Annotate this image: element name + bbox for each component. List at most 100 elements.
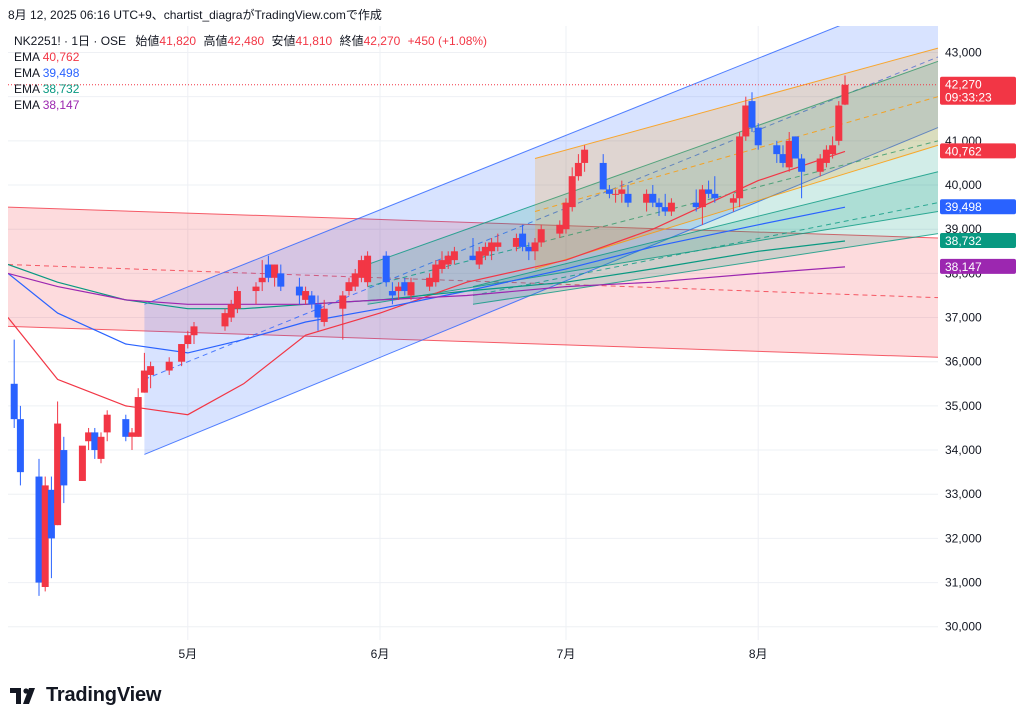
candle-body xyxy=(221,313,229,327)
candle-body xyxy=(562,202,570,230)
candle xyxy=(426,273,434,292)
symbol-row: NK2251! · 1日 · OSE 始値41,820 高値42,480 安値4… xyxy=(14,33,487,49)
ohlc-low-label: 安値 xyxy=(271,34,296,48)
candle-body xyxy=(401,282,409,292)
candle xyxy=(742,96,750,141)
candle-body xyxy=(60,450,68,486)
candle xyxy=(562,198,570,234)
candle xyxy=(556,220,564,239)
candle-body xyxy=(233,291,241,309)
x-tick-label: 5月 xyxy=(178,647,197,661)
candle xyxy=(140,352,148,393)
candle-body xyxy=(624,193,632,203)
last-price-tag-countdown: 09:33:23 xyxy=(945,91,992,105)
candle xyxy=(599,154,607,190)
candle xyxy=(711,176,719,203)
ema-row-1[interactable]: EMA 40,762 xyxy=(14,49,487,65)
candle-body xyxy=(407,282,415,296)
ohlc-open-value: 41,820 xyxy=(159,34,197,48)
ohlc-high-value: 42,480 xyxy=(227,34,265,48)
candle-body xyxy=(574,162,582,177)
y-tick-label: 32,000 xyxy=(945,531,982,545)
candle-body xyxy=(258,277,266,283)
candle xyxy=(227,299,235,322)
candle xyxy=(103,410,111,442)
ema-tag-4-bg xyxy=(940,258,1016,274)
channel-mid-red-descending xyxy=(7,264,939,299)
ema-tag-2-label: 39,498 xyxy=(945,200,982,214)
candle-body xyxy=(773,145,781,155)
candle xyxy=(729,193,737,212)
time-axis[interactable]: 5月 6月 7月 8月 xyxy=(178,647,767,661)
price-change: +450 (+1.08%) xyxy=(407,34,488,48)
channel-mid-blue-ascending xyxy=(144,56,939,380)
candle xyxy=(748,92,756,133)
candle-body xyxy=(494,242,502,247)
candle-body xyxy=(736,136,744,199)
candle-body xyxy=(798,158,806,172)
channel-mid-teal-flat xyxy=(472,202,939,296)
candle xyxy=(147,361,155,389)
candle xyxy=(134,388,142,437)
candle-body xyxy=(41,485,49,587)
ema-tag-3-bg xyxy=(940,233,1016,249)
candle xyxy=(221,308,229,331)
candle-body xyxy=(103,414,111,433)
candle-body xyxy=(612,193,620,195)
price-axis[interactable]: 30,000 31,000 32,000 33,000 34,000 35,000 36,0… xyxy=(945,46,982,634)
channel-fill-teal-ascending xyxy=(367,61,939,305)
x-tick-label: 7月 xyxy=(557,647,576,661)
candle-body xyxy=(481,246,489,256)
y-tick-label: 33,000 xyxy=(945,487,982,501)
candle-body xyxy=(426,277,434,287)
channels xyxy=(7,0,939,455)
candle xyxy=(264,255,272,283)
candle-body xyxy=(432,264,440,283)
candle-body xyxy=(779,154,787,163)
candle xyxy=(364,251,372,287)
candle xyxy=(841,75,849,106)
ema-row-2[interactable]: EMA 39,498 xyxy=(14,65,487,81)
candle xyxy=(661,193,669,216)
ema-value: 40,762 xyxy=(42,50,80,64)
ohlc-high-label: 高値 xyxy=(203,34,228,48)
candle-body xyxy=(488,242,496,252)
candle xyxy=(85,427,93,451)
candle-body xyxy=(47,489,55,539)
channel-lower-red-descending xyxy=(7,325,939,358)
candle-body xyxy=(829,145,837,155)
candle-body xyxy=(661,207,669,212)
channel-lower-teal-flat xyxy=(472,233,939,305)
candle-body xyxy=(190,326,198,336)
candle xyxy=(692,189,700,212)
ema-row-3[interactable]: EMA 38,732 xyxy=(14,81,487,97)
candle-body xyxy=(754,127,762,146)
price-chart[interactable]: 30,000 31,000 32,000 33,000 34,000 35,000 36,0… xyxy=(7,0,1016,666)
candle-body xyxy=(438,260,446,269)
candle-body xyxy=(97,436,105,459)
ohlc-close-label: 終値 xyxy=(339,34,364,48)
candle-body xyxy=(85,432,93,442)
y-tick-label: 43,000 xyxy=(945,46,982,60)
ema-tag-3-label: 38,732 xyxy=(945,234,982,248)
candle xyxy=(295,277,303,305)
candle-body xyxy=(748,101,756,128)
tradingview-wordmark: TradingView xyxy=(46,684,162,706)
candle xyxy=(791,136,799,159)
candle-body xyxy=(822,149,830,163)
chart-frame[interactable]: 30,000 31,000 32,000 33,000 34,000 35,000 36,0… xyxy=(7,0,1016,666)
candle-body xyxy=(512,238,520,247)
ema-tag-2-bg xyxy=(940,199,1016,215)
symbol-info[interactable]: NK2251! · 1日 · OSE xyxy=(14,34,127,48)
tradingview-logo[interactable]: TradingView xyxy=(10,684,161,707)
last-price-tag-bg xyxy=(940,76,1016,105)
candle-body xyxy=(667,202,675,212)
candle-body xyxy=(649,193,657,203)
ema-row-4[interactable]: EMA 38,147 xyxy=(14,97,487,113)
candle-body xyxy=(382,255,390,283)
candle xyxy=(779,145,787,168)
candle xyxy=(128,427,136,451)
ema-label: EMA xyxy=(14,50,40,64)
candle-body xyxy=(184,335,192,345)
candle-body xyxy=(16,419,24,473)
